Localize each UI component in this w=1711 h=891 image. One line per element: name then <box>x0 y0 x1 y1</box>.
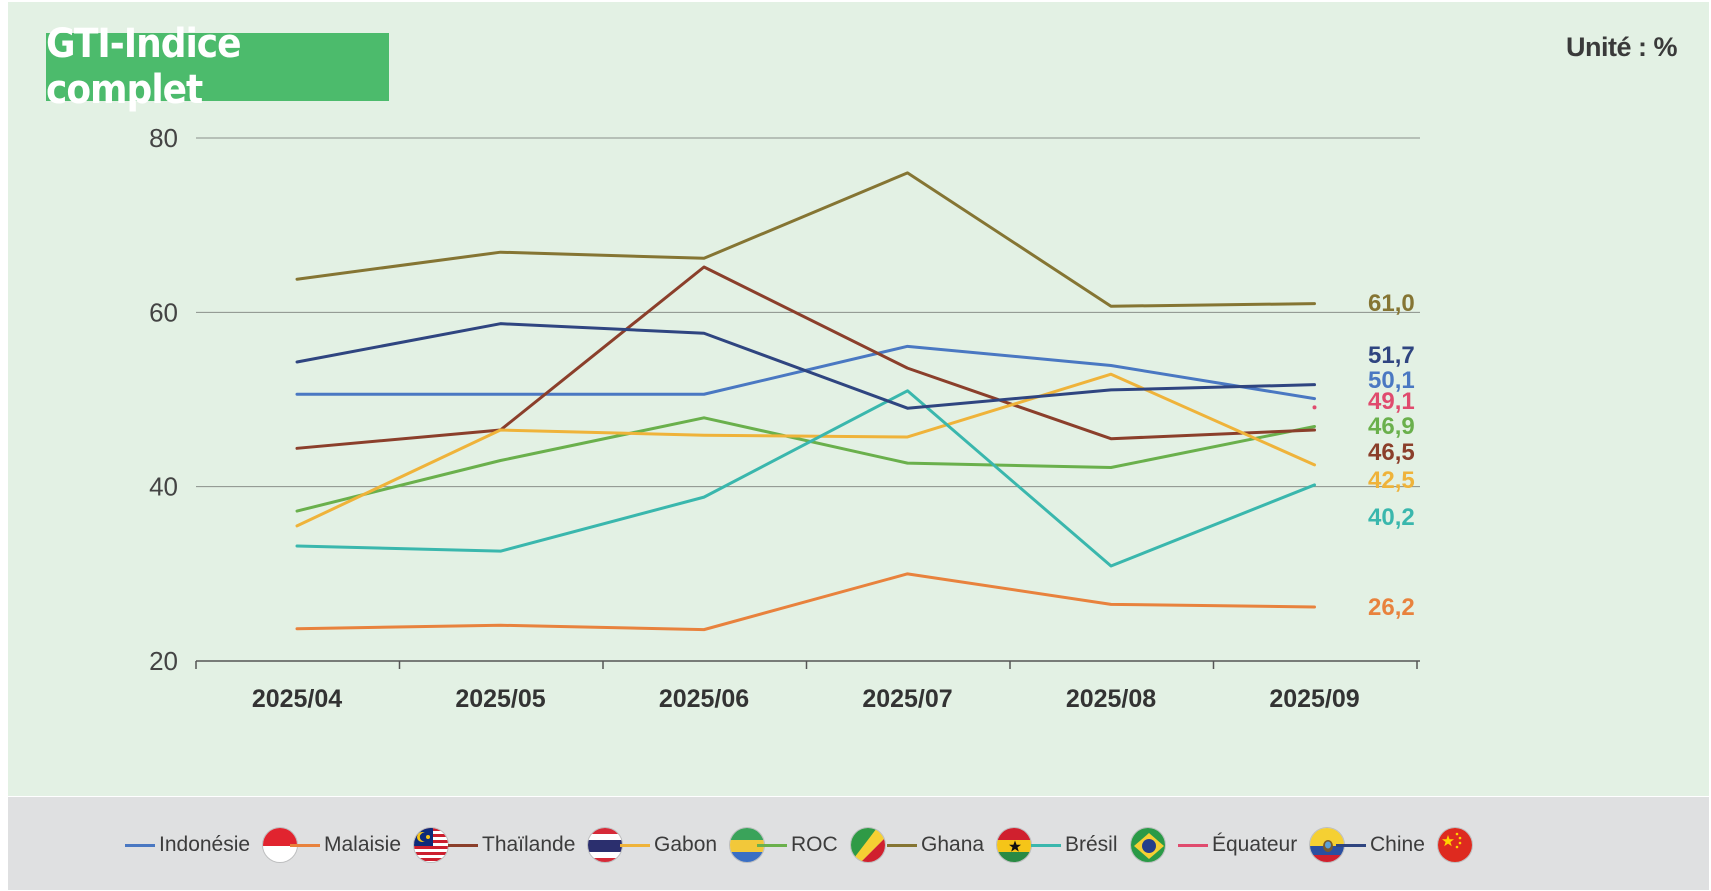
series-line-Brésil <box>295 389 1316 568</box>
end-value-label: 40,2 <box>1368 504 1415 531</box>
unit-label: Unité : % <box>1565 32 1678 62</box>
series-line-Thaïlande <box>295 265 1316 450</box>
series-line-Chine <box>295 322 1316 410</box>
y-tick-label: 40 <box>149 472 178 502</box>
legend-swatch <box>290 843 320 847</box>
end-value-label: 46,9 <box>1368 413 1415 440</box>
x-tick-label: 2025/05 <box>455 685 545 713</box>
series-line-Gabon <box>295 372 1316 528</box>
end-value-label: 50,1 <box>1368 367 1415 394</box>
legend-item-thailand: Thaïlande <box>448 825 624 865</box>
line-chart: 20 40 60 80 2025/04 2025/05 2025/06 2025/07 2025… <box>149 123 1420 713</box>
thailand-flag-icon <box>587 827 624 863</box>
malaysia-flag-icon <box>413 827 450 863</box>
legend-item-gabon: Gabon <box>620 825 766 865</box>
legend-swatch <box>887 843 917 847</box>
legend-swatch <box>448 843 478 847</box>
legend-item-malaysia: Malaisie <box>290 825 450 865</box>
legend-swatch <box>1178 843 1208 847</box>
end-value-label: 26,2 <box>1368 594 1415 621</box>
legend-swatch <box>620 843 650 847</box>
legend-label: Équateur <box>1212 833 1298 856</box>
indonesia-flag-icon <box>262 827 299 863</box>
x-tick-label: 2025/04 <box>252 685 342 713</box>
congo-flag-icon <box>849 827 886 863</box>
series-line-Indonésie <box>295 344 1316 401</box>
china-flag-icon <box>1436 827 1473 863</box>
x-tick-label: 2025/06 <box>659 685 749 713</box>
legend-label: Thaïlande <box>482 833 576 856</box>
end-value-label: 49,1 <box>1368 388 1415 415</box>
end-value-label: 61,0 <box>1368 290 1415 317</box>
legend-swatch <box>1336 843 1366 847</box>
legend: Indonésie Malaisie Tha <box>8 797 1709 890</box>
legend-item-ecuador: Équateur <box>1178 825 1346 865</box>
legend-swatch <box>1031 843 1061 847</box>
legend-label: Malaisie <box>324 833 402 856</box>
ghana-flag-icon <box>996 827 1033 863</box>
legend-item-brazil: Brésil <box>1031 825 1166 865</box>
brazil-flag-icon <box>1129 827 1166 863</box>
end-value-label: 51,7 <box>1368 342 1415 369</box>
x-tick-label: 2025/08 <box>1066 685 1156 713</box>
legend-item-ghana: Ghana <box>887 825 1033 865</box>
legend-label: Indonésie <box>159 833 251 856</box>
legend-label: ROC <box>791 833 838 856</box>
x-tick-label: 2025/07 <box>862 685 952 713</box>
chart-frame: GTI-Indice complet Unité : % 20 40 60 80 202… <box>8 2 1709 890</box>
end-value-label: 42,5 <box>1368 467 1415 494</box>
series-line-Malaisie <box>295 572 1316 632</box>
legend-item-china: Chine <box>1336 825 1473 865</box>
end-value-label: 46,5 <box>1368 439 1415 466</box>
ecuador-flag-icon <box>1309 827 1346 863</box>
legend-item-roc: ROC <box>757 825 886 865</box>
legend-swatch <box>125 843 155 847</box>
series-line-ROC <box>295 416 1316 513</box>
legend-label: Gabon <box>654 833 718 856</box>
legend-label: Brésil <box>1065 833 1118 856</box>
x-tick-label: 2025/09 <box>1269 685 1359 713</box>
y-tick-label: 20 <box>149 646 178 676</box>
series-point-Équateur <box>1312 405 1317 410</box>
legend-label: Chine <box>1370 833 1425 856</box>
legend-swatch <box>757 843 787 847</box>
legend-label: Ghana <box>921 833 985 856</box>
chart-panel: GTI-Indice complet Unité : % 20 40 60 80 202… <box>8 2 1709 796</box>
legend-item-indonesia: Indonésie <box>125 825 299 865</box>
y-tick-label: 80 <box>149 123 178 153</box>
series-line-Ghana <box>295 171 1316 308</box>
y-tick-label: 60 <box>149 297 178 327</box>
